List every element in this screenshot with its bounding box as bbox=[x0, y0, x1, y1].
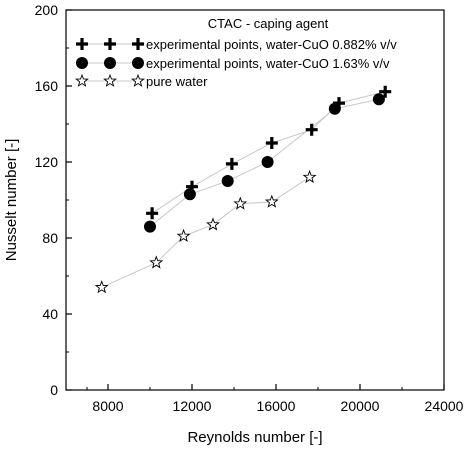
series-1-line bbox=[149, 98, 380, 227]
series-2-point-0 bbox=[94, 280, 109, 294]
series-1-point-0 bbox=[144, 220, 156, 233]
series-1-point-5 bbox=[372, 93, 385, 106]
legend-marker-2-0 bbox=[75, 73, 89, 87]
y-tick-label-4: 160 bbox=[35, 78, 59, 94]
series-2-point-3 bbox=[206, 217, 220, 231]
series-1-point-4 bbox=[328, 102, 341, 115]
legend-marker-2-2 bbox=[131, 73, 145, 87]
axis-ticks: 8000 12000 16000 20000 24000 0 40 80 120 160 200 bbox=[35, 2, 464, 414]
x-tick-label-2: 16000 bbox=[257, 398, 296, 414]
series-2-line bbox=[101, 176, 310, 288]
y-axis-label: Nusselt number [-] bbox=[3, 139, 20, 262]
series-2-point-1 bbox=[149, 255, 164, 269]
legend-marker-0-0 bbox=[76, 38, 88, 50]
legend-marker-1-2 bbox=[132, 57, 144, 69]
legend: CTAC - caping agent experimental points,… bbox=[75, 16, 397, 89]
series-1-point-1 bbox=[183, 188, 196, 201]
x-axis-label: Reynolds number [-] bbox=[187, 429, 322, 446]
series-2-point-5 bbox=[264, 194, 279, 208]
series-1-point-3 bbox=[261, 156, 274, 168]
x-tick-label-1: 12000 bbox=[173, 398, 212, 414]
series-0-point-3 bbox=[265, 137, 278, 149]
legend-marker-0-2 bbox=[132, 38, 144, 50]
data-points bbox=[94, 85, 392, 294]
legend-marker-0-1 bbox=[104, 38, 116, 50]
legend-label-2: pure water bbox=[146, 74, 208, 89]
x-tick-label-0: 8000 bbox=[92, 398, 123, 414]
series-0-point-6 bbox=[379, 85, 392, 98]
legend-title: CTAC - caping agent bbox=[208, 16, 329, 31]
legend-label-0: experimental points, water-CuO 0.882% v/… bbox=[146, 37, 397, 52]
series-lines bbox=[101, 91, 386, 288]
series-2-point-4 bbox=[233, 196, 248, 210]
y-tick-label-0: 0 bbox=[50, 382, 58, 398]
y-tick-label-2: 80 bbox=[42, 230, 58, 246]
y-tick-label-1: 40 bbox=[42, 306, 58, 322]
legend-marker-2-1 bbox=[103, 73, 117, 87]
x-tick-label-4: 24000 bbox=[425, 398, 464, 414]
series-1-point-2 bbox=[221, 175, 234, 187]
y-tick-label-3: 120 bbox=[35, 154, 59, 170]
legend-label-1: experimental points, water-CuO 1.63% v/v bbox=[146, 56, 390, 71]
legend-marker-1-0 bbox=[76, 57, 88, 69]
series-2-point-6 bbox=[302, 169, 317, 184]
series-0-point-4 bbox=[305, 123, 318, 136]
series-0-point-2 bbox=[225, 157, 238, 170]
y-tick-label-5: 200 bbox=[35, 2, 59, 18]
legend-marker-1-1 bbox=[104, 57, 116, 69]
series-2-point-2 bbox=[176, 228, 191, 242]
series-0-point-0 bbox=[146, 207, 159, 220]
x-tick-label-3: 20000 bbox=[341, 398, 380, 414]
